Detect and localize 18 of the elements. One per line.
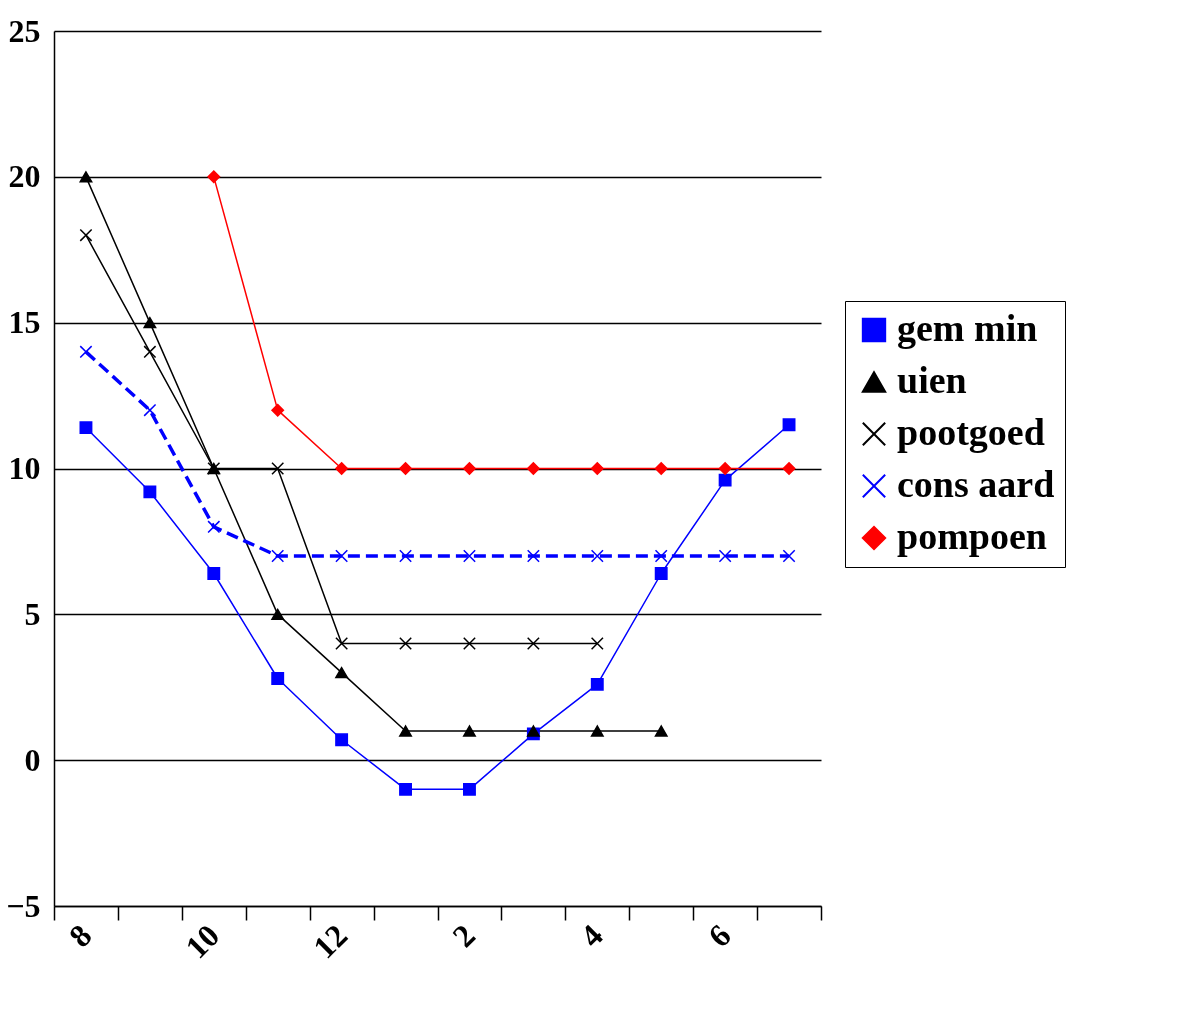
y-tick-label: 0 bbox=[24, 741, 41, 778]
x-tick-label: 6 bbox=[700, 917, 738, 954]
legend-label: pompoen bbox=[897, 515, 1047, 557]
y-tick-label: −5 bbox=[6, 887, 41, 924]
legend-label: uien bbox=[897, 359, 967, 401]
x-tick-label: 12 bbox=[306, 917, 355, 966]
y-tick-label: 20 bbox=[8, 158, 41, 195]
y-tick-label: 25 bbox=[8, 12, 41, 49]
legend-label: cons aard bbox=[897, 463, 1055, 505]
legend-label: pootgoed bbox=[897, 411, 1045, 453]
y-tick-label: 10 bbox=[8, 450, 41, 486]
legend-label: gem min bbox=[897, 307, 1038, 349]
x-tick-label: 4 bbox=[573, 917, 610, 954]
x-tick-label: 2 bbox=[445, 917, 482, 954]
x-tick-label: 8 bbox=[61, 917, 99, 954]
x-tick-label: 10 bbox=[178, 917, 227, 966]
y-tick-label: 5 bbox=[24, 595, 41, 632]
y-tick-label: 15 bbox=[8, 304, 41, 341]
